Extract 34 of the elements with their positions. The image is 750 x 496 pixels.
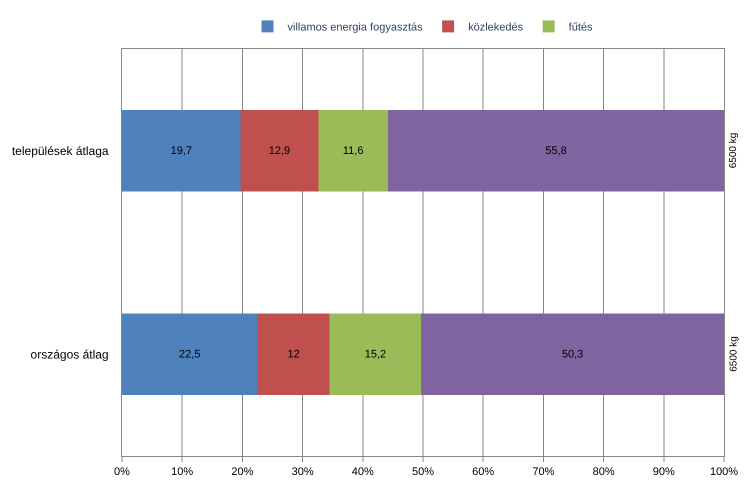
bar (122, 110, 241, 192)
annotation: 6500 kg (728, 336, 740, 372)
x-tick-label: 10% (171, 466, 194, 478)
x-tick-label: 80% (592, 466, 615, 478)
x-tick-label: 60% (472, 466, 494, 478)
bar (330, 314, 422, 395)
y-tick-label: országos átlag (30, 347, 109, 362)
x-tick-label: 20% (231, 466, 254, 478)
data-label: 50,3 (562, 348, 584, 360)
data-label: 55,8 (545, 144, 567, 157)
data-label: 11,6 (342, 144, 364, 157)
data-label: 12,9 (268, 144, 290, 157)
legend-label: villamos energia fogyasztás (288, 22, 424, 34)
legend-label: fűtés (568, 22, 593, 34)
data-label: 19,7 (170, 144, 192, 157)
x-tick-label: 0% (114, 466, 130, 478)
x-tick-label: 30% (292, 466, 314, 478)
x-tick-label: 70% (532, 466, 555, 478)
x-tick-label: 100% (710, 466, 738, 478)
y-tick-label: települések átlaga (12, 144, 109, 158)
x-tick-label: 90% (652, 466, 676, 478)
bar (257, 314, 330, 395)
bar (318, 110, 388, 192)
x-tick-label: 40% (352, 466, 374, 478)
bar (122, 314, 258, 395)
bar (421, 314, 724, 395)
x-tick-label: 50% (412, 466, 434, 478)
annotation: 6500 kg (728, 132, 739, 168)
bar (388, 110, 724, 192)
data-label: 15,2 (364, 348, 386, 360)
bar (240, 110, 318, 192)
legend-label: közlekedés (468, 22, 524, 34)
data-label: 22,5 (179, 348, 200, 360)
data-label: 12 (287, 348, 300, 360)
